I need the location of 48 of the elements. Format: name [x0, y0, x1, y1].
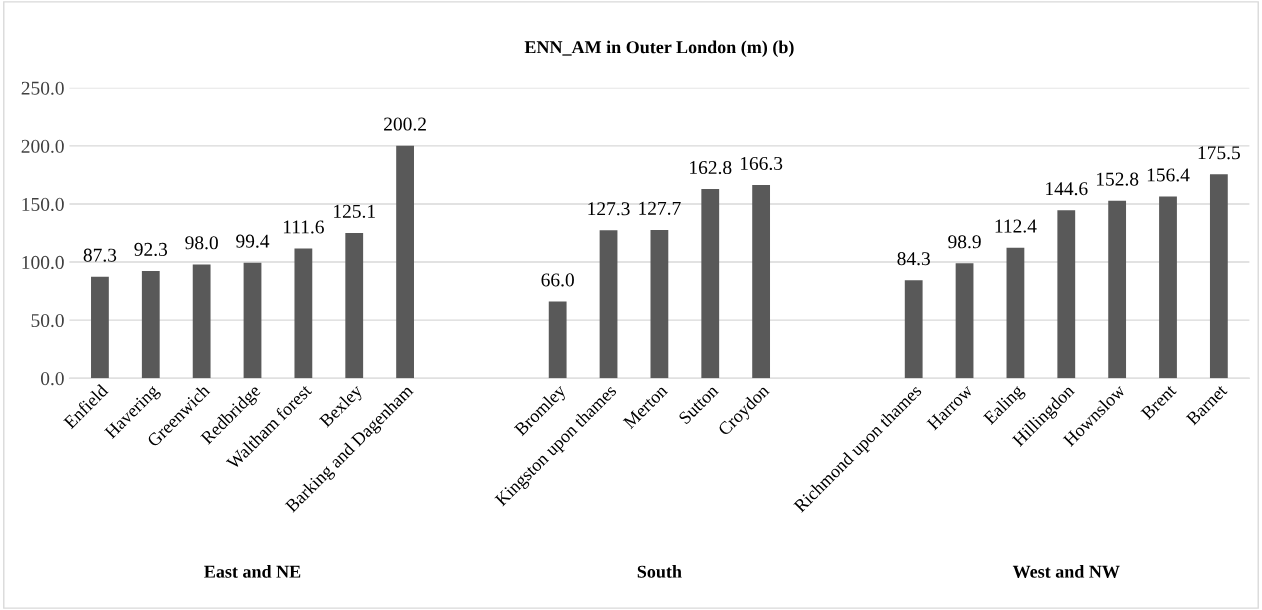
bar [91, 276, 109, 379]
data-label: 84.3 [897, 252, 930, 266]
chart-title: ENN_AM in Outer London (m) (b) [524, 40, 794, 57]
data-label: 156.4 [1147, 168, 1190, 182]
data-label: 127.7 [639, 201, 681, 215]
bar [294, 248, 313, 379]
bar [701, 189, 720, 379]
bar [1159, 196, 1177, 379]
data-label: 99.4 [236, 234, 270, 248]
bar [752, 185, 771, 379]
y-tick-label: 150.0 [22, 197, 64, 212]
bar [141, 271, 160, 379]
text: East and NE [204, 565, 301, 578]
data-label: 111.6 [283, 220, 324, 234]
bar [650, 229, 669, 379]
bar [1209, 174, 1228, 379]
data-label: 112.4 [995, 219, 1037, 233]
data-label: 98.9 [948, 235, 981, 249]
data-label: 175.5 [1198, 146, 1240, 160]
data-label: 144.6 [1046, 182, 1088, 196]
bar [1057, 210, 1076, 379]
bar [396, 145, 414, 379]
data-label: 92.3 [134, 242, 168, 257]
data-label: 125.1 [334, 204, 375, 218]
bar [904, 280, 923, 379]
data-label: 162.8 [690, 160, 732, 175]
y-tick-label: 250.0 [21, 81, 64, 95]
y-tick-label: 0.0 [40, 372, 64, 386]
bar [192, 264, 211, 379]
bar [1006, 247, 1025, 379]
bar [1108, 200, 1127, 379]
y-tick-label: 200.0 [21, 139, 64, 153]
data-label: 166.3 [740, 156, 783, 171]
text: South [637, 565, 682, 578]
data-label: 98.0 [185, 236, 218, 250]
data-label: 152.8 [1096, 172, 1139, 186]
bar [955, 263, 974, 379]
y-tick-label: 100.0 [22, 255, 64, 270]
bar [548, 301, 567, 379]
data-label: 200.2 [384, 117, 426, 131]
bar [599, 230, 618, 379]
data-label: 87.3 [83, 248, 117, 262]
bar [345, 232, 364, 379]
data-label: 66.0 [541, 273, 574, 287]
text: West and NW [1012, 565, 1120, 578]
bar [243, 262, 262, 379]
data-label: 127.3 [588, 202, 630, 216]
y-tick-label: 50.0 [31, 313, 64, 328]
